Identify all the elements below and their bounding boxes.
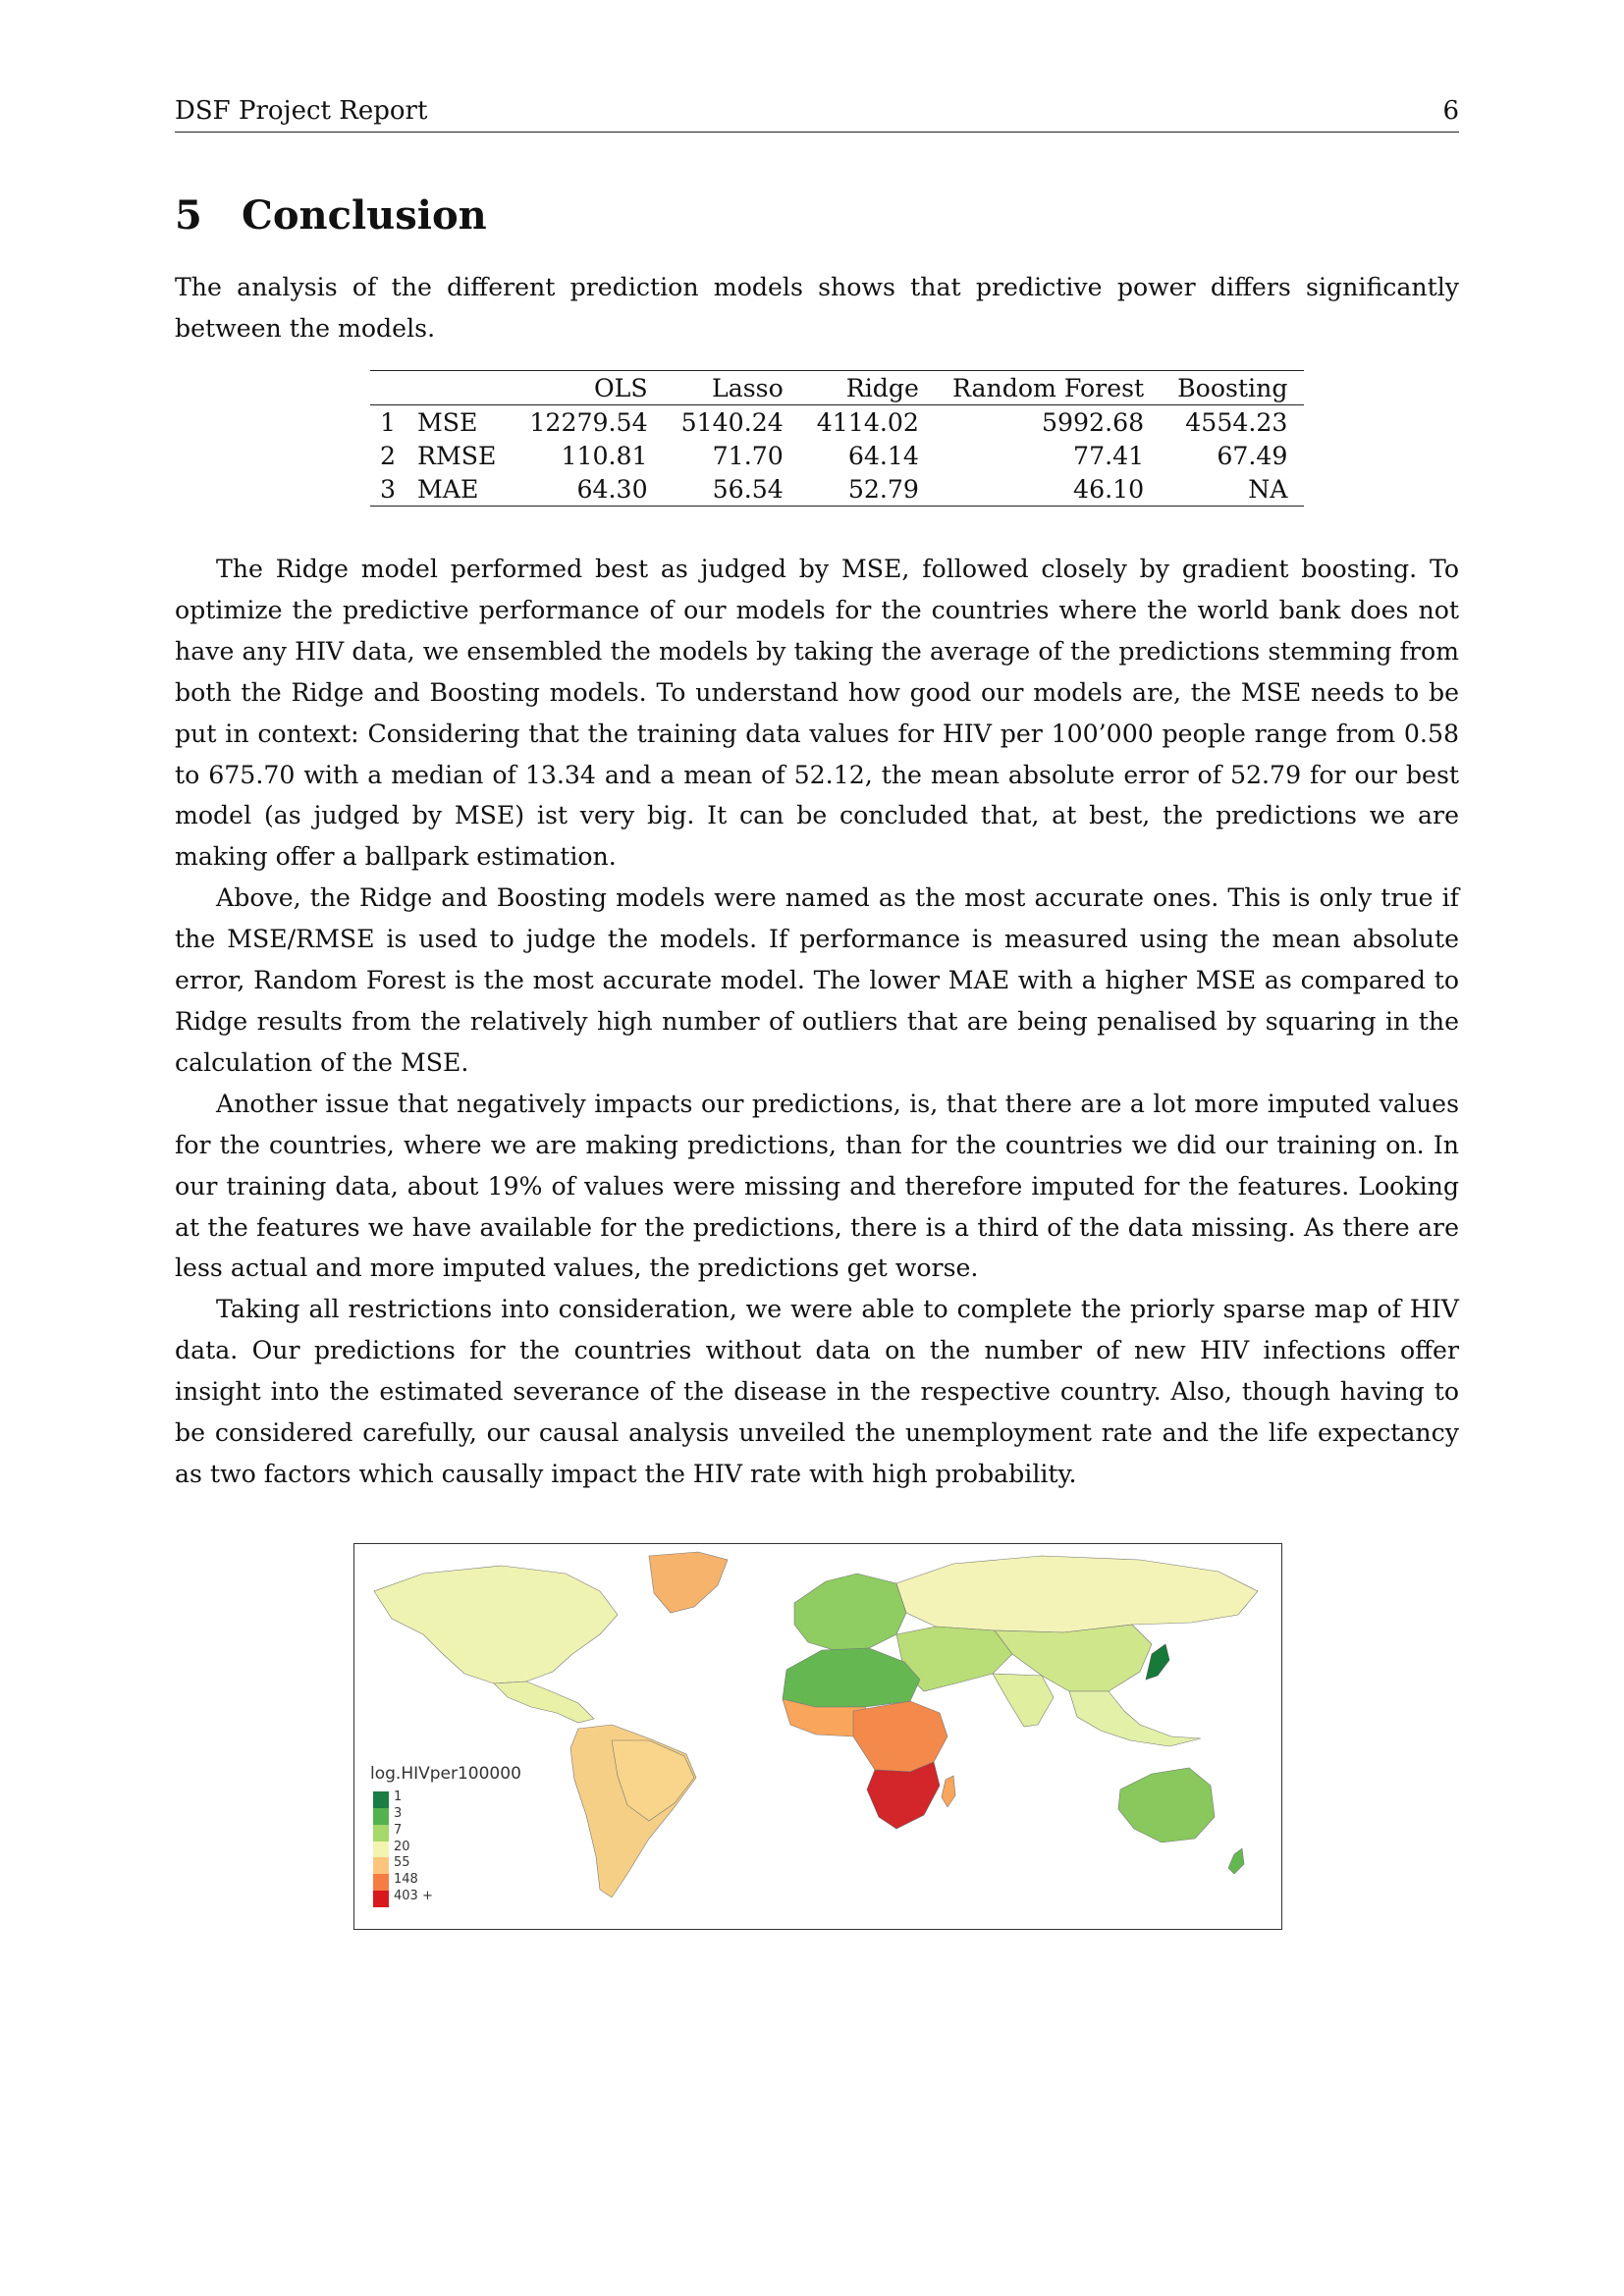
- row-metric: RMSE: [417, 441, 497, 470]
- column-header-lasso: Lasso: [712, 373, 784, 402]
- legend-swatch: [373, 1791, 389, 1808]
- region-central-america: [493, 1681, 595, 1724]
- paragraph: Above, the Ridge and Boosting models wer…: [175, 883, 1459, 1077]
- column-header-boosting: Boosting: [1177, 373, 1288, 402]
- table-cell: 46.10: [1073, 474, 1145, 504]
- table-header-row: OLS Lasso Ridge Random Forest Boosting: [370, 371, 1305, 405]
- row-index: 1: [379, 407, 396, 437]
- row-metric: MSE: [417, 407, 478, 437]
- region-southern-africa: [866, 1761, 941, 1830]
- table-cell: 67.49: [1217, 441, 1288, 470]
- legend-label: 1: [394, 1789, 403, 1804]
- region-southeast-asia: [1068, 1690, 1202, 1747]
- table-cell: 64.14: [847, 441, 919, 470]
- legend-title: log.HIVper100000: [370, 1764, 521, 1784]
- discussion-text: The Ridge model performed best as judged…: [175, 549, 1459, 1495]
- column-header-random-forest: Random Forest: [951, 373, 1145, 402]
- paragraph: The Ridge model performed best as judged…: [175, 555, 1459, 872]
- region-south-asia: [992, 1673, 1055, 1728]
- table-row: 1 MSE 12279.54 5140.24 4114.02 5992.68 4…: [370, 405, 1304, 440]
- legend-label: 7: [394, 1822, 403, 1838]
- legend-swatch: [373, 1824, 389, 1842]
- table-cell: 4554.23: [1185, 407, 1288, 437]
- region-central-africa: [852, 1700, 948, 1773]
- table-cell: 52.79: [847, 474, 919, 504]
- table-cell: 64.30: [576, 474, 648, 504]
- legend-label: 403 +: [394, 1889, 433, 1904]
- intro-paragraph: The analysis of the different prediction…: [175, 273, 1459, 343]
- region-russia: [895, 1555, 1259, 1633]
- hiv-world-map-figure: log.HIVper100000 1 3 7 20 55 148 403 +: [353, 1543, 1282, 1930]
- section-number: 5: [175, 192, 202, 239]
- legend-label: 55: [394, 1855, 410, 1871]
- table-row: 3 MAE 64.30 56.54 52.79 46.10 NA: [370, 472, 1304, 507]
- map-legend: log.HIVper100000 1 3 7 20 55 148 403 +: [370, 1764, 521, 1909]
- table-cell: NA: [1248, 474, 1288, 504]
- legend-color-scale: [373, 1791, 389, 1908]
- table-cell: 56.54: [712, 474, 784, 504]
- row-index: 3: [379, 474, 396, 504]
- legend-label: 148: [394, 1872, 418, 1888]
- column-header-ridge: Ridge: [845, 373, 919, 402]
- region-new-zealand: [1227, 1847, 1245, 1875]
- column-header: [404, 371, 513, 405]
- running-title: DSF Project Report: [175, 96, 428, 126]
- legend-swatch: [373, 1807, 389, 1825]
- region-japan: [1145, 1643, 1170, 1681]
- legend-label: 20: [394, 1839, 410, 1854]
- row-index: 2: [379, 441, 396, 470]
- legend-swatch: [373, 1857, 389, 1875]
- paragraph: Another issue that negatively impacts ou…: [175, 1089, 1459, 1283]
- table-cell: 71.70: [712, 441, 784, 470]
- region-greenland: [648, 1551, 729, 1614]
- table-row: 2 RMSE 110.81 71.70 64.14 77.41 67.49: [370, 439, 1304, 472]
- region-brazil: [611, 1739, 695, 1822]
- table-cell: 110.81: [561, 441, 648, 470]
- table-cell: 77.41: [1073, 441, 1145, 470]
- model-comparison-table: OLS Lasso Ridge Random Forest Boosting 1…: [370, 370, 1305, 507]
- table-cell: 5140.24: [680, 407, 784, 437]
- legend-swatch: [373, 1874, 389, 1892]
- table-cell: 4114.02: [816, 407, 919, 437]
- table-cell: 5992.68: [1041, 407, 1145, 437]
- table-cell: 12279.54: [529, 407, 648, 437]
- world-choropleth-map: [373, 1551, 1259, 1898]
- paragraph: Taking all restrictions into considerati…: [175, 1295, 1459, 1488]
- legend-swatch: [373, 1841, 389, 1858]
- page-header: DSF Project Report 6: [175, 96, 1459, 133]
- region-north-america: [373, 1565, 619, 1684]
- row-metric: MAE: [417, 474, 479, 504]
- section-heading: 5 Conclusion: [175, 192, 487, 239]
- page-number: 6: [1442, 96, 1459, 126]
- section-title: Conclusion: [242, 192, 487, 239]
- region-madagascar: [941, 1775, 956, 1808]
- region-china: [994, 1624, 1153, 1692]
- region-europe: [793, 1573, 907, 1651]
- column-header-ols: OLS: [593, 373, 648, 402]
- region-north-africa: [782, 1647, 921, 1708]
- legend-label: 3: [394, 1805, 403, 1821]
- region-australia: [1117, 1767, 1216, 1843]
- legend-swatch: [373, 1891, 389, 1908]
- column-header: [370, 371, 404, 405]
